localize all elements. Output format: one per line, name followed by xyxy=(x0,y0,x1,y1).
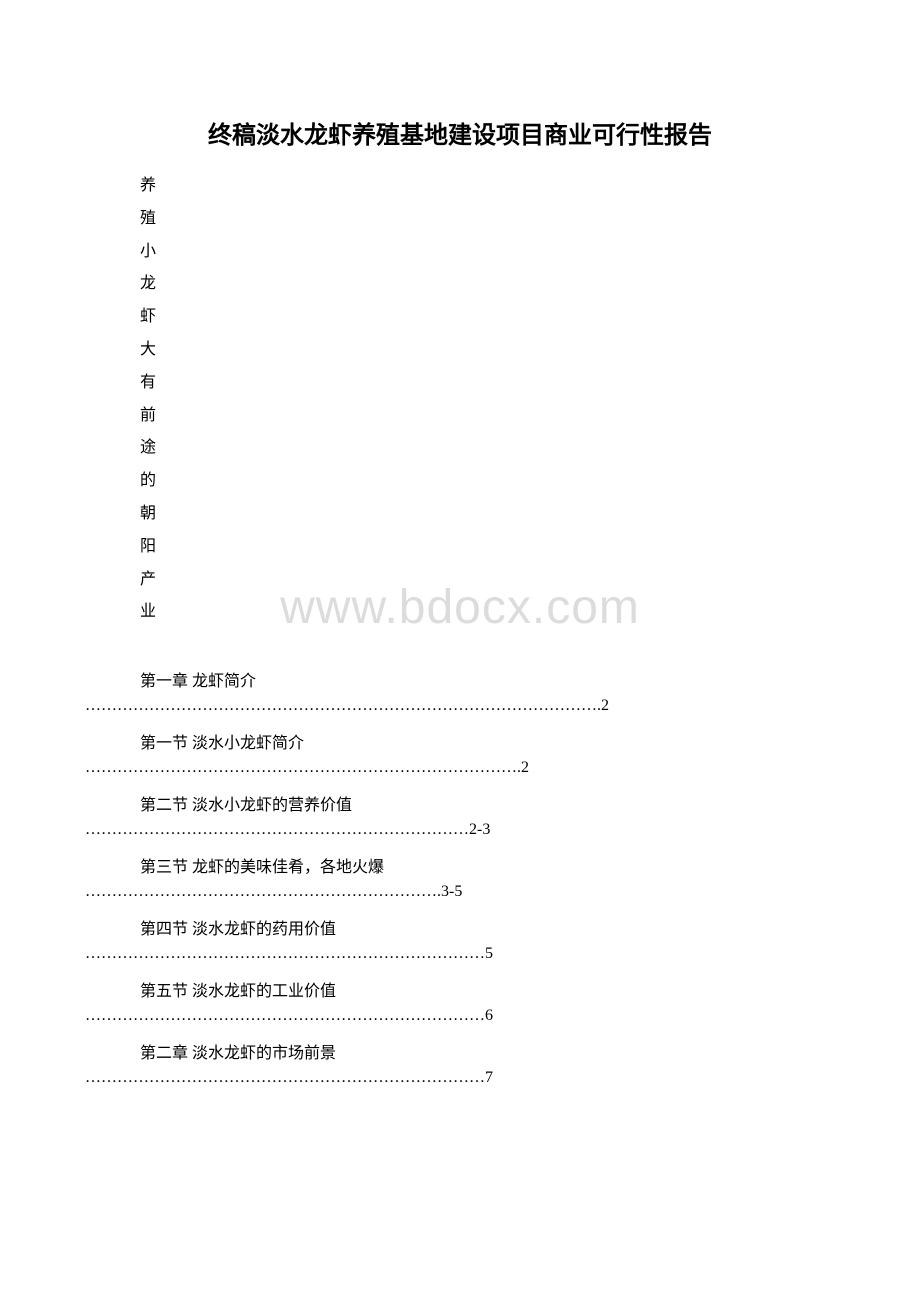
toc-label: 第一节 淡水小龙虾简介 xyxy=(85,729,835,753)
toc-dots: …………………………………………………………………7 xyxy=(85,1069,835,1087)
toc-entry: 第五节 淡水龙虾的工业价值 …………………………………………………………………6 xyxy=(85,977,835,1025)
vertical-char: 有 xyxy=(140,367,920,400)
vertical-subtitle: 养 殖 小 龙 虾 大 有 前 途 的 朝 阳 产 业 xyxy=(0,170,920,629)
toc-dots: ………………………………………………………….3-5 xyxy=(85,883,835,901)
vertical-char: 朝 xyxy=(140,498,920,531)
toc-dots: ……………………………………………………………………….2 xyxy=(85,759,835,777)
toc-dots: ………………………………………………………………2-3 xyxy=(85,821,835,839)
toc-label: 第二节 淡水小龙虾的营养价值 xyxy=(85,791,835,815)
toc-entry: 第四节 淡水龙虾的药用价值 …………………………………………………………………5 xyxy=(85,915,835,963)
vertical-char: 阳 xyxy=(140,531,920,564)
toc-dots: …………………………………………………………………5 xyxy=(85,945,835,963)
vertical-char: 养 xyxy=(140,170,920,203)
toc-entry: 第一章 龙虾简介 …………………………………………………………………………………… xyxy=(85,667,835,715)
toc-label: 第三节 龙虾的美味佳肴，各地火爆 xyxy=(85,853,835,877)
vertical-char: 小 xyxy=(140,236,920,269)
vertical-char: 的 xyxy=(140,465,920,498)
vertical-char: 大 xyxy=(140,334,920,367)
vertical-char: 业 xyxy=(140,596,920,629)
toc-label: 第一章 龙虾简介 xyxy=(85,667,835,691)
table-of-contents: 第一章 龙虾简介 …………………………………………………………………………………… xyxy=(0,667,920,1087)
vertical-char: 龙 xyxy=(140,268,920,301)
vertical-char: 产 xyxy=(140,564,920,597)
toc-entry: 第二章 淡水龙虾的市场前景 …………………………………………………………………7 xyxy=(85,1039,835,1087)
toc-label: 第五节 淡水龙虾的工业价值 xyxy=(85,977,835,1001)
vertical-char: 虾 xyxy=(140,301,920,334)
toc-entry: 第二节 淡水小龙虾的营养价值 ………………………………………………………………2… xyxy=(85,791,835,839)
toc-dots: …………………………………………………………………6 xyxy=(85,1007,835,1025)
vertical-char: 前 xyxy=(140,400,920,433)
document-title: 终稿淡水龙虾养殖基地建设项目商业可行性报告 xyxy=(0,115,920,150)
toc-label: 第二章 淡水龙虾的市场前景 xyxy=(85,1039,835,1063)
toc-entry: 第一节 淡水小龙虾简介 ……………………………………………………………………….… xyxy=(85,729,835,777)
toc-dots: …………………………………………………………………………………….2 xyxy=(85,697,835,715)
toc-label: 第四节 淡水龙虾的药用价值 xyxy=(85,915,835,939)
vertical-char: 途 xyxy=(140,432,920,465)
toc-entry: 第三节 龙虾的美味佳肴，各地火爆 ………………………………………………………….… xyxy=(85,853,835,901)
vertical-char: 殖 xyxy=(140,203,920,236)
